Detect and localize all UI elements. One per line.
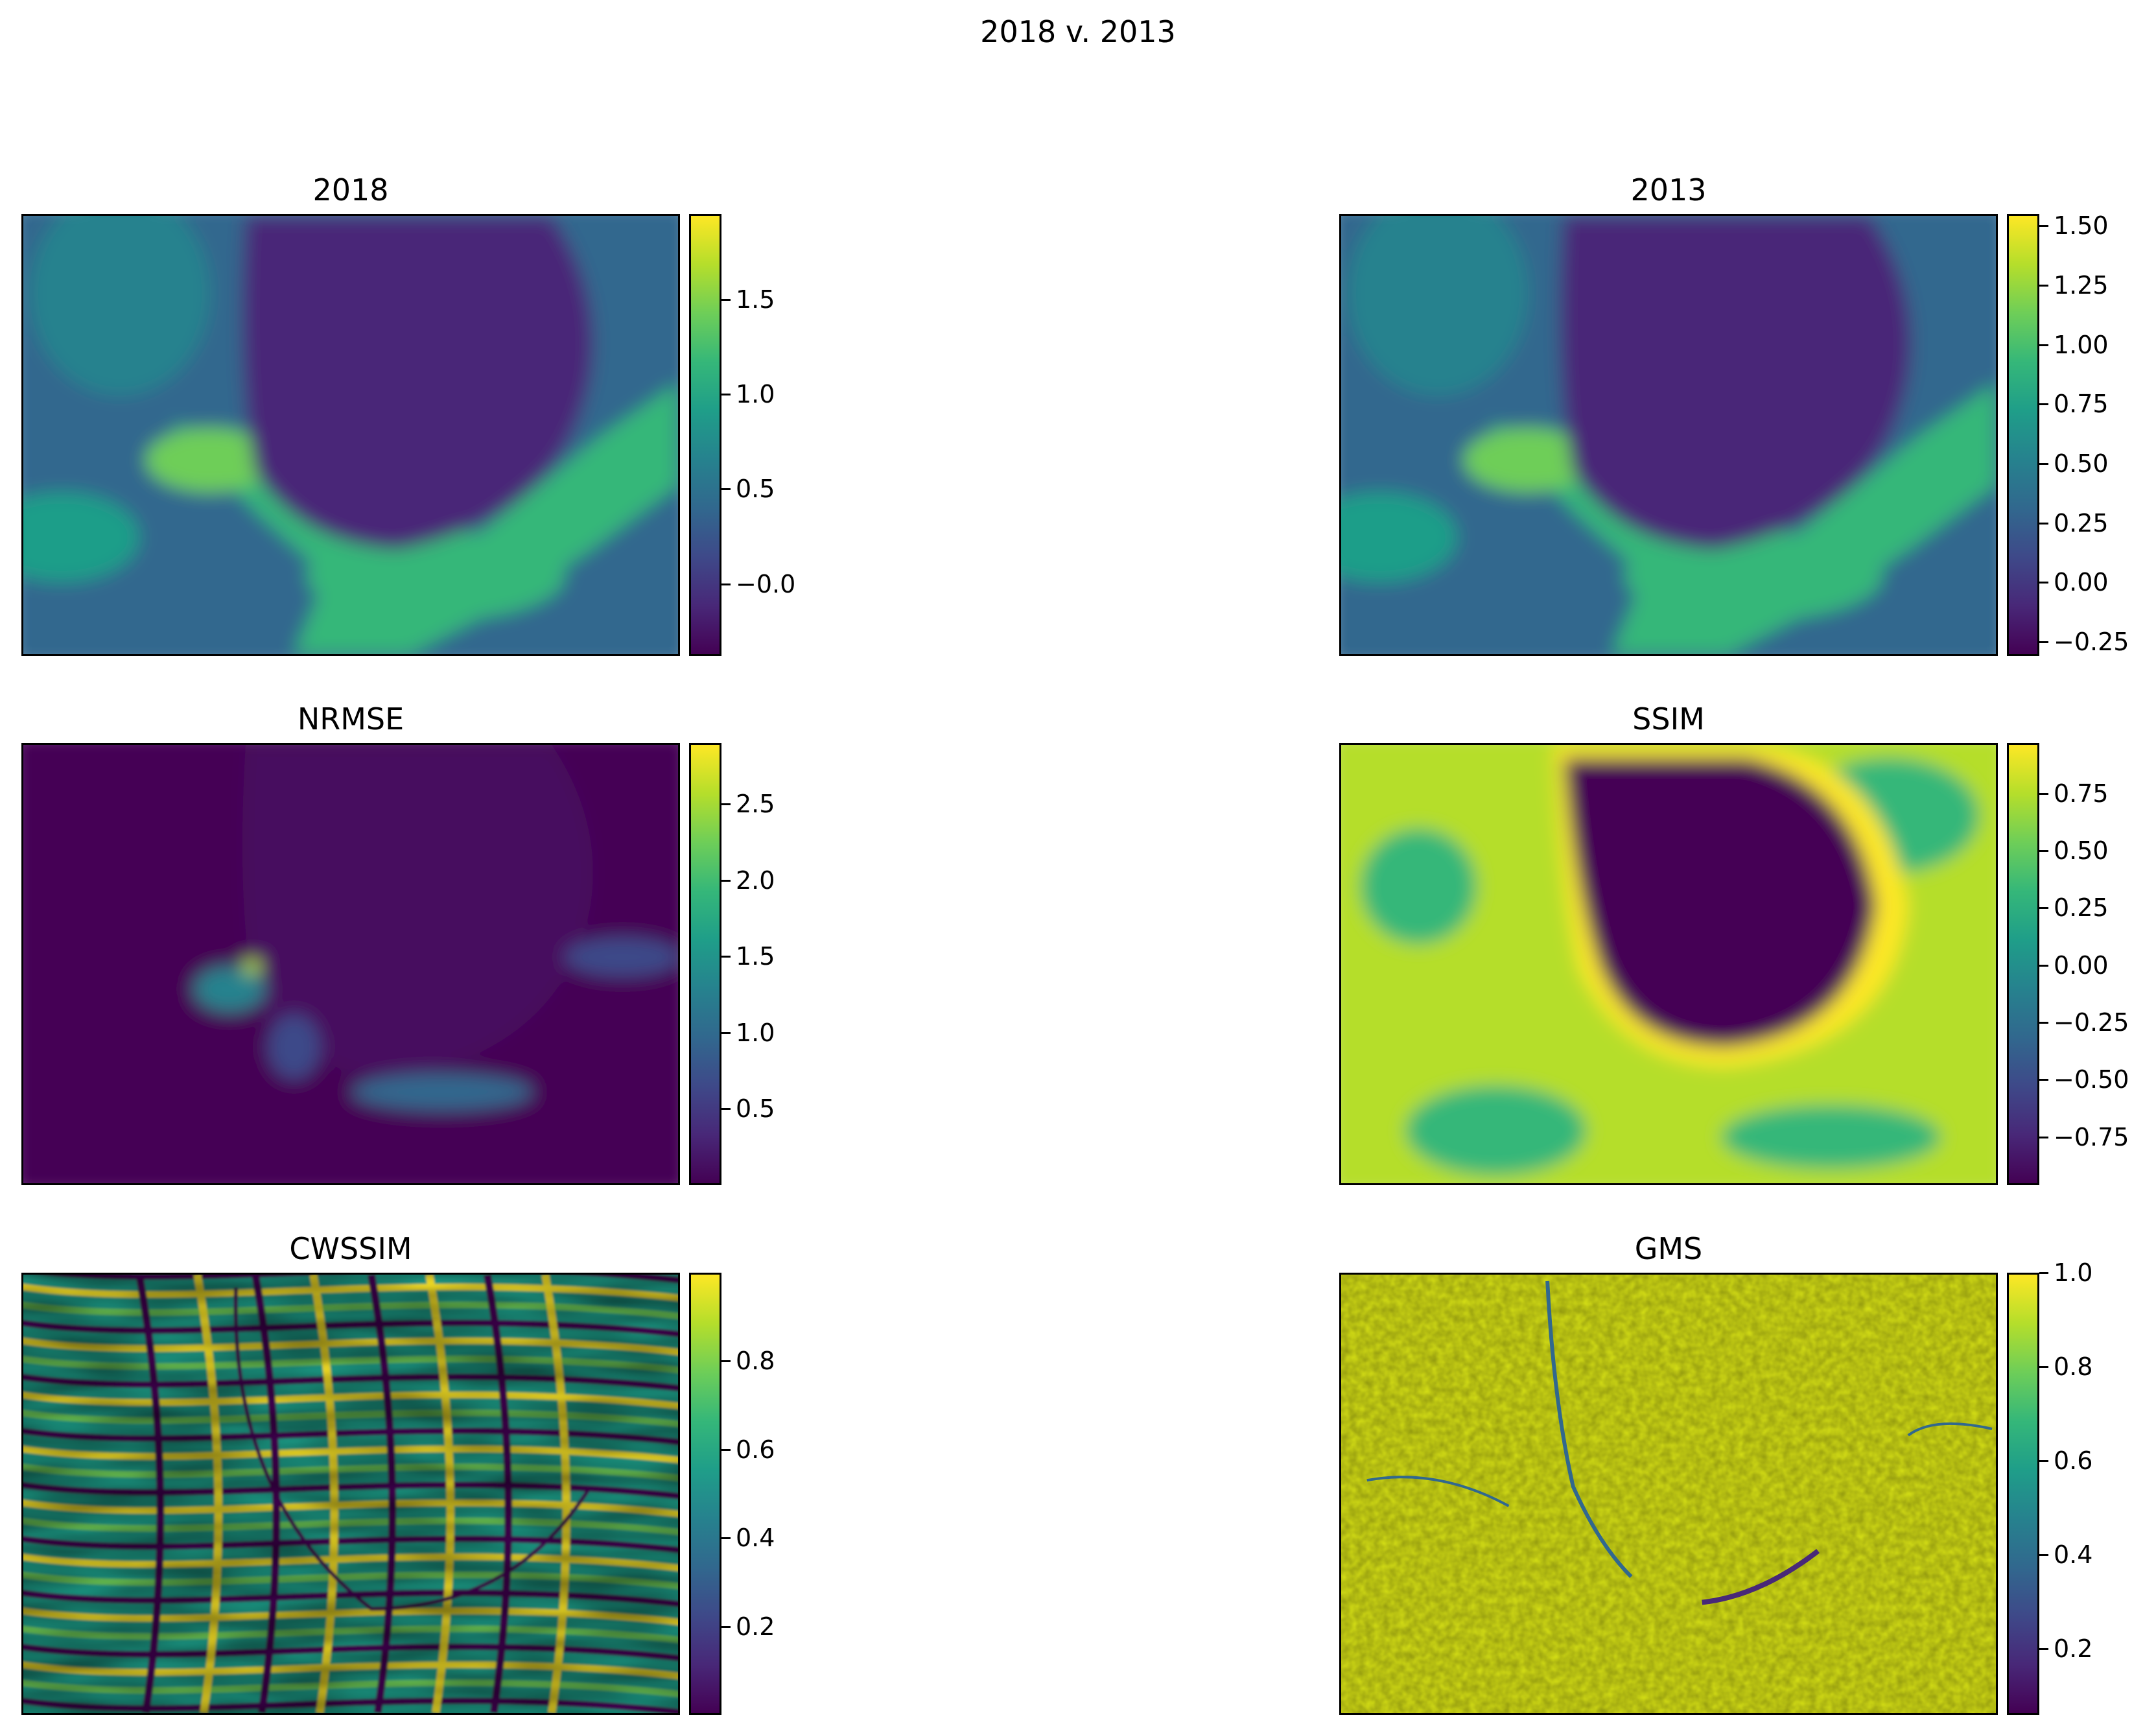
colorbar-tick [2039, 403, 2048, 406]
colorbar-tick-label: 0.6 [736, 1435, 775, 1464]
colorbar-tick [2039, 907, 2048, 910]
heatmap-image [21, 743, 680, 1185]
colorbar-tick [2039, 582, 2048, 584]
heatmap-field [23, 216, 678, 654]
colorbar-tick-label: −0.25 [2054, 1008, 2129, 1037]
panel-title: 2013 [1630, 172, 1707, 207]
colorbar-tick [721, 394, 731, 396]
colorbar-tick-label: −0.25 [2054, 628, 2129, 656]
colorbar-tick [721, 803, 731, 806]
heatmap-field [1341, 745, 1996, 1183]
colorbar-tick-label: 0.5 [736, 1094, 775, 1124]
colorbar-tick [721, 1448, 731, 1451]
colorbar-tick [2039, 1460, 2048, 1463]
heatmap-field [23, 745, 678, 1183]
colorbar-tick-label: 0.25 [2054, 893, 2109, 923]
colorbar-tick-label: 0.00 [2054, 568, 2109, 597]
colorbar-tick-label: −0.75 [2054, 1122, 2129, 1151]
colorbar-tick-label: 1.25 [2054, 271, 2109, 300]
panel-title: SSIM [1632, 701, 1705, 737]
colorbar-tick-label: 0.50 [2054, 836, 2109, 866]
colorbar-tick-label: 1.0 [736, 380, 775, 409]
colorbar-tick-label: 1.50 [2054, 211, 2109, 241]
colorbar-tick-label: 1.00 [2054, 330, 2109, 359]
colorbar-tick-label: 0.6 [2054, 1446, 2093, 1476]
edge-lines [1366, 1280, 1993, 1605]
colorbar-tick-label: 0.2 [736, 1612, 775, 1641]
colorbar [689, 214, 721, 656]
colorbar-tick-label: 0.75 [2054, 390, 2109, 419]
colorbar-tick-label: 0.75 [2054, 779, 2109, 808]
heatmap-image [1339, 1273, 1998, 1715]
colorbar-tick [2039, 1554, 2048, 1557]
colorbar-tick-label: 1.5 [736, 942, 775, 971]
colorbar-tick-label: 2.0 [736, 866, 775, 895]
colorbar-tick-label: 0.8 [736, 1347, 775, 1376]
heatmap-image [1339, 743, 1998, 1185]
colorbar-tick-label: 0.2 [2054, 1634, 2093, 1664]
colorbar-tick [2039, 225, 2048, 228]
heatmap-image [21, 1273, 680, 1715]
colorbar-tick [2039, 1079, 2048, 1081]
colorbar-tick [2039, 522, 2048, 525]
colorbar-tick [721, 1360, 731, 1363]
panel-title: GMS [1634, 1231, 1703, 1266]
colorbar-tick-label: 0.8 [2054, 1352, 2093, 1382]
colorbar-tick [2039, 1136, 2048, 1138]
panel-title: NRMSE [297, 701, 404, 737]
colorbar-tick [721, 1108, 731, 1111]
colorbar-tick [2039, 285, 2048, 287]
colorbar [689, 1273, 721, 1715]
colorbar-tick [2039, 964, 2048, 967]
colorbar-tick-label: 2.5 [736, 790, 775, 819]
colorbar-tick [721, 1625, 731, 1628]
panel-title: 2018 [312, 172, 389, 207]
colorbar-tick [721, 488, 731, 491]
colorbar-tick [2039, 463, 2048, 465]
colorbar-tick [2039, 792, 2048, 795]
colorbar-tick [2039, 1272, 2048, 1274]
colorbar-tick-label: 1.0 [2054, 1258, 2093, 1287]
colorbar-tick [2039, 344, 2048, 346]
heatmap-image [1339, 214, 1998, 656]
colorbar-tick-label: 0.4 [2054, 1540, 2093, 1570]
colorbar-tick-label: 1.0 [736, 1018, 775, 1047]
colorbar-tick [721, 583, 731, 585]
panel-title: CWSSIM [289, 1231, 412, 1266]
colorbar-tick-label: 1.5 [736, 285, 775, 314]
colorbar [2007, 743, 2039, 1185]
colorbar-tick [2039, 1022, 2048, 1024]
figure-title: 2018 v. 2013 [980, 14, 1176, 49]
heatmap-image [21, 214, 680, 656]
colorbar [689, 743, 721, 1185]
colorbar-tick [2039, 1648, 2048, 1651]
colorbar-tick-label: 0.5 [736, 475, 775, 504]
colorbar-tick-label: 0.00 [2054, 950, 2109, 980]
colorbar-tick-label: 0.4 [736, 1524, 775, 1553]
colorbar [2007, 1273, 2039, 1715]
colorbar-tick [721, 879, 731, 882]
colorbar [2007, 214, 2039, 656]
colorbar-tick-label: 0.25 [2054, 508, 2109, 537]
colorbar-tick [721, 1032, 731, 1034]
colorbar-tick-label: 0.50 [2054, 449, 2109, 478]
colorbar-tick [721, 1537, 731, 1540]
colorbar-tick [721, 956, 731, 958]
colorbar-tick-label: −0.0 [736, 569, 796, 598]
colorbar-tick [2039, 1366, 2048, 1369]
colorbar-tick [721, 298, 731, 301]
heatmap-field [1341, 216, 1996, 654]
colorbar-tick [2039, 850, 2048, 853]
colorbar-tick-label: −0.50 [2054, 1065, 2129, 1094]
colorbar-tick [2039, 641, 2048, 643]
